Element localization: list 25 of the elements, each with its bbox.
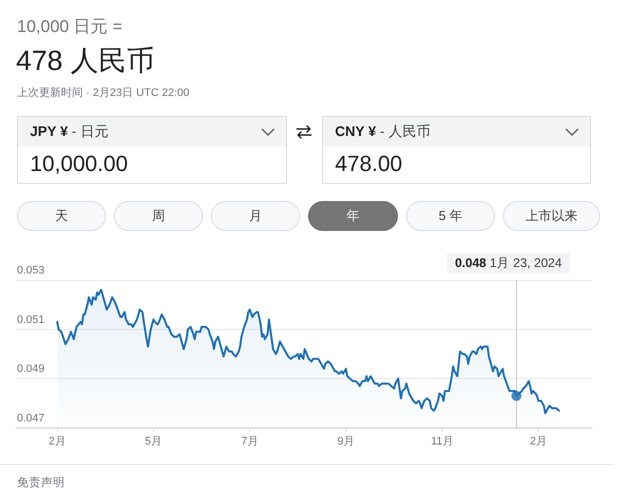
x-tick-label: 7月 <box>241 436 258 448</box>
y-tick-label: 0.053 <box>17 264 45 276</box>
y-tick-label: 0.049 <box>17 363 45 376</box>
x-tick-label: 5月 <box>144 436 162 448</box>
tooltip: 0.048 1月 23, 2024 <box>446 253 570 273</box>
currency-dropdown[interactable]: CNY ¥ - 人民币 <box>322 116 591 147</box>
amount-input[interactable]: 478.00 <box>322 146 591 184</box>
range-button[interactable]: 5 年 <box>406 201 495 231</box>
subtitle: 478 人民币 <box>16 44 154 78</box>
range-button[interactable]: 上市以来 <box>503 201 600 231</box>
range-button[interactable]: 周 <box>114 201 203 231</box>
x-tick-label: 2月 <box>48 436 66 448</box>
x-tick-label: 9月 <box>337 436 354 448</box>
y-tick-label: 0.047 <box>17 412 45 424</box>
amount-input[interactable]: 10,000.00 <box>17 146 287 184</box>
x-tick-label: 2月 <box>530 436 547 448</box>
x-tick-label: 11月 <box>430 436 454 448</box>
y-tick-label: 0.051 <box>17 314 45 326</box>
range-button[interactable]: 月 <box>211 201 300 231</box>
range-button[interactable]: 天 <box>17 201 106 231</box>
currency-dropdown[interactable]: JPY ¥ - 日元 <box>17 116 287 147</box>
update-time-note: 上次更新时间 · 2月23日 UTC 22:00 <box>17 86 190 100</box>
title: 10,000 日元 = <box>17 16 122 38</box>
disclaimer-link[interactable]: 免责声明 <box>17 475 65 490</box>
range-button[interactable]: 年 <box>308 201 398 231</box>
